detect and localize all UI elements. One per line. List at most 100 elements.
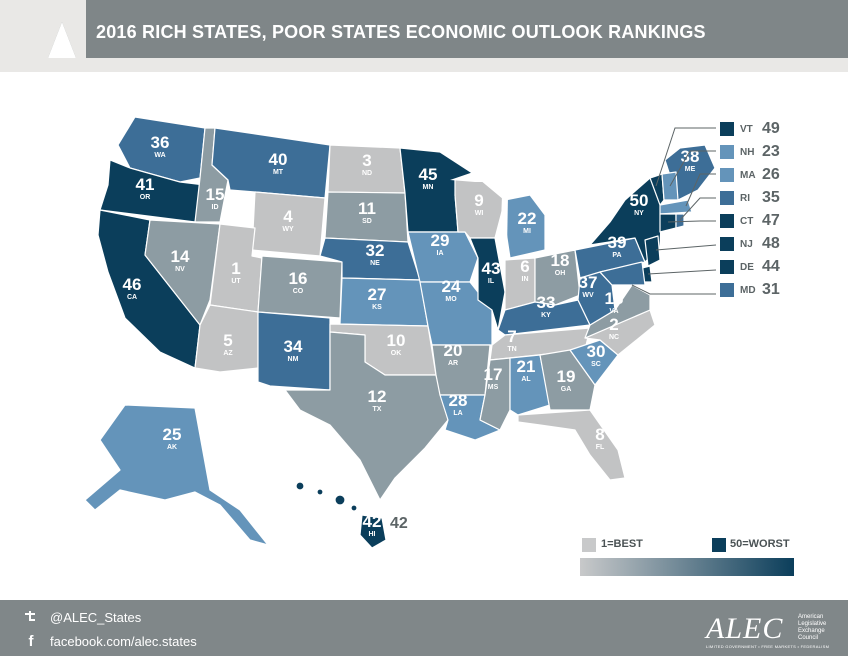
state-oh bbox=[534, 249, 581, 306]
state-hi-island-3 bbox=[334, 494, 346, 506]
rank-label-mn: 45 bbox=[419, 165, 438, 184]
legend-swatch bbox=[720, 191, 734, 205]
header-triangle-shape bbox=[0, 0, 86, 58]
state-tx bbox=[284, 331, 449, 501]
rank-label-nc: 2 bbox=[609, 315, 618, 334]
legend-state-abbr: VT bbox=[740, 124, 753, 135]
state-abbr-nd: ND bbox=[362, 170, 372, 177]
legend-state-abbr: MD bbox=[740, 285, 756, 296]
rank-label-wy: 4 bbox=[283, 207, 293, 226]
state-abbr-ky: KY bbox=[541, 312, 551, 319]
legend-rank: 44 bbox=[762, 258, 780, 275]
state-abbr-co: CO bbox=[293, 288, 304, 295]
state-abbr-tx: TX bbox=[373, 406, 382, 413]
state-abbr-sd: SD bbox=[362, 218, 372, 225]
legend-swatch bbox=[720, 214, 734, 228]
legend-state-abbr: RI bbox=[740, 193, 750, 204]
state-abbr-ks: KS bbox=[372, 304, 382, 311]
state-abbr-ca: CA bbox=[127, 294, 137, 301]
rank-label-ak: 25 bbox=[163, 425, 182, 444]
rank-label-mt: 40 bbox=[269, 150, 288, 169]
state-abbr-fl: FL bbox=[596, 444, 605, 451]
rank-label-pa: 39 bbox=[608, 233, 627, 252]
rank-label-ks: 27 bbox=[368, 285, 387, 304]
twitter-link[interactable]: @ALEC_States bbox=[24, 609, 141, 625]
rank-label-la: 28 bbox=[449, 391, 468, 410]
legend-state-abbr: NJ bbox=[740, 239, 753, 250]
state-fl bbox=[517, 409, 626, 481]
rank-label-nd: 3 bbox=[362, 151, 371, 170]
state-hi bbox=[359, 514, 387, 549]
facebook-url: facebook.com/alec.states bbox=[50, 633, 197, 649]
state-abbr-nv: NV bbox=[175, 266, 185, 273]
rank-label-sc: 30 bbox=[587, 342, 606, 361]
state-ia bbox=[407, 231, 479, 283]
state-abbr-al: AL bbox=[521, 376, 531, 383]
state-abbr-wv: WV bbox=[582, 292, 594, 299]
state-hi-island-2 bbox=[316, 488, 324, 496]
rank-label-ok: 10 bbox=[387, 331, 406, 350]
rank-label-co: 16 bbox=[289, 269, 308, 288]
legend-swatch bbox=[720, 283, 734, 297]
legend-rank: 35 bbox=[762, 189, 780, 206]
state-abbr-va: VA bbox=[609, 308, 618, 315]
state-abbr-il: IL bbox=[488, 278, 495, 285]
worst-swatch bbox=[712, 538, 726, 552]
rank-label-al: 21 bbox=[517, 357, 536, 376]
rank-label-ne: 32 bbox=[366, 241, 385, 260]
rank-label-va: 13 bbox=[605, 289, 624, 308]
legend-rank: 48 bbox=[762, 235, 780, 252]
legend-rank: 31 bbox=[762, 281, 780, 298]
facebook-link[interactable]: f facebook.com/alec.states bbox=[24, 633, 197, 650]
state-abbr-pa: PA bbox=[612, 252, 621, 259]
rank-label-in: 6 bbox=[520, 257, 529, 276]
state-abbr-nm: NM bbox=[288, 356, 299, 363]
state-abbr-or: OR bbox=[140, 194, 151, 201]
state-ak bbox=[84, 404, 269, 546]
state-abbr-mn: MN bbox=[423, 184, 434, 191]
state-abbr-me: ME bbox=[685, 166, 696, 173]
rank-label-ia: 29 bbox=[431, 231, 450, 250]
rank-label-ca: 46 bbox=[123, 275, 142, 294]
rank-label-me: 38 bbox=[681, 147, 700, 166]
rank-label-az: 5 bbox=[223, 331, 232, 350]
state-abbr-ny: NY bbox=[634, 210, 644, 217]
rank-label-hi: 42 bbox=[363, 512, 382, 531]
state-nj bbox=[644, 235, 661, 267]
legend-swatch bbox=[720, 237, 734, 251]
state-abbr-ak: AK bbox=[167, 444, 177, 451]
legend-leader-lines bbox=[631, 127, 717, 295]
lake-superior bbox=[450, 168, 505, 182]
legend-swatch bbox=[720, 145, 734, 159]
rank-label-nv: 14 bbox=[171, 247, 190, 266]
rank-label-hi-outside: 42 bbox=[390, 515, 408, 532]
state-abbr-hi: HI bbox=[369, 531, 376, 538]
alec-logo-subtitle: American Legislative Exchange Council bbox=[798, 614, 827, 641]
page-title: 2016 RICH STATES, POOR STATES ECONOMIC O… bbox=[96, 22, 706, 42]
state-abbr-ok: OK bbox=[391, 350, 402, 357]
twitter-bird-icon bbox=[24, 609, 38, 625]
state-abbr-ar: AR bbox=[448, 360, 458, 367]
rank-label-wv: 37 bbox=[579, 273, 598, 292]
state-abbr-mt: MT bbox=[273, 169, 284, 176]
rank-label-nm: 34 bbox=[284, 337, 303, 356]
rank-label-sd: 11 bbox=[358, 199, 376, 218]
header-underline bbox=[0, 58, 848, 72]
state-abbr-wa: WA bbox=[154, 152, 165, 159]
header-bar bbox=[0, 0, 848, 68]
legend-state-abbr: MA bbox=[740, 170, 756, 181]
legend-rank: 26 bbox=[762, 166, 780, 183]
state-abbr-in: IN bbox=[522, 276, 529, 283]
rank-label-ar: 20 bbox=[444, 341, 463, 360]
state-abbr-wy: WY bbox=[282, 226, 294, 233]
legend-state-abbr: NH bbox=[740, 147, 755, 158]
rank-label-il: 43 bbox=[482, 259, 501, 278]
legend-swatch bbox=[720, 260, 734, 274]
state-md bbox=[599, 261, 646, 286]
rank-label-wi: 9 bbox=[474, 191, 483, 210]
rank-label-or: 41 bbox=[136, 175, 155, 194]
alec-logo-text: ALEC bbox=[706, 612, 784, 645]
state-nm bbox=[257, 311, 331, 391]
state-abbr-ne: NE bbox=[370, 260, 380, 267]
worst-label: 50=WORST bbox=[730, 538, 790, 550]
